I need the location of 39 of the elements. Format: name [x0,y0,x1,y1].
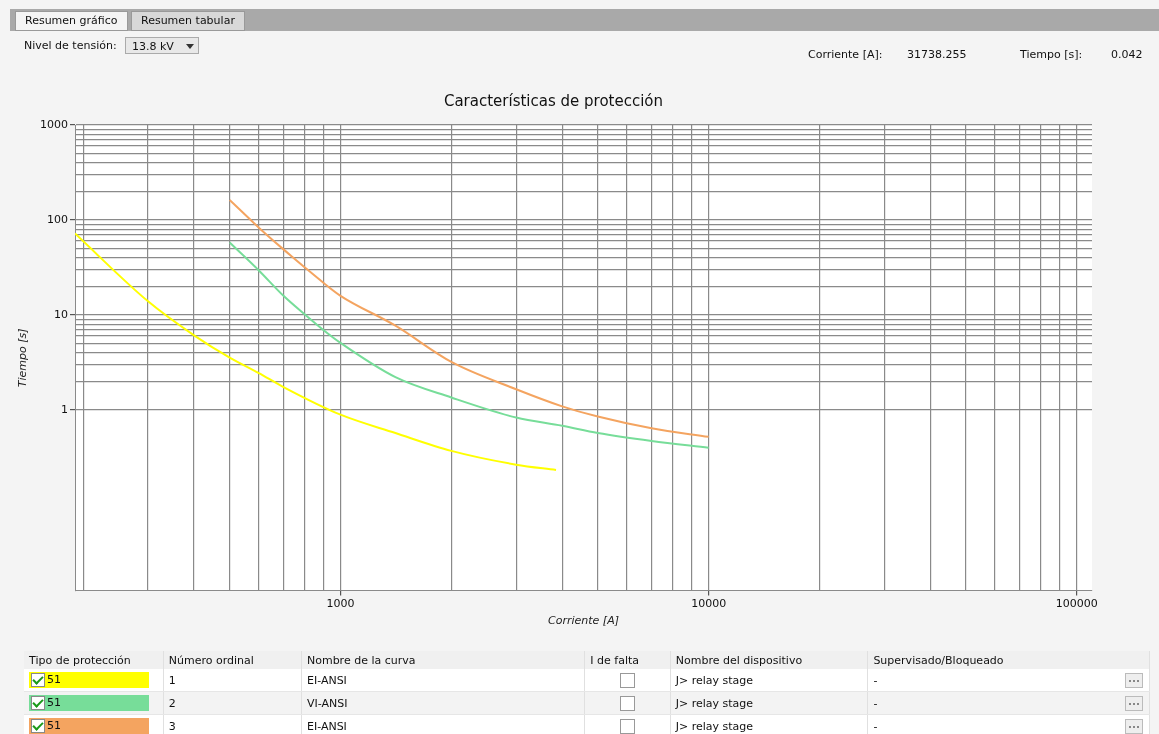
y-axis-title: Tiempo [s] [16,328,30,388]
text: VI-ANSI [301,691,585,715]
text: 31738.255 [907,48,967,61]
text: Resumen gráfico [15,11,128,31]
text: - [867,714,1150,734]
y-tick-label: 1 [61,402,68,416]
text: 51 [29,695,149,711]
y-tick-label: 1000 [40,117,68,131]
text: J> relay stage [670,691,868,715]
text: Resumen tabular [131,11,245,31]
text: EI-ANSI [301,669,585,692]
text: Tipo de protección [24,651,164,669]
text: EI-ANSI [301,714,585,734]
text: Corriente [A]: [808,48,883,61]
x-axis-title: Corriente [A] [548,614,619,628]
text: Nombre de la curva [301,651,585,669]
y-tick-label: 100 [47,212,68,226]
text: I de falta [584,651,671,669]
text: 2 [163,691,302,715]
chart-title: Características de protección [443,91,664,110]
text: Supervisado/Bloqueado [867,651,1150,669]
text: - [867,691,1150,715]
text: 3 [163,714,302,734]
text: Número ordinal [163,651,302,669]
text: 0.042 [1111,48,1143,61]
text: 1 [163,669,302,692]
text: - [867,669,1150,692]
text: Nombre del dispositivo [670,651,868,669]
text: 51 [29,672,149,688]
x-tick-label: 1000 [326,597,355,611]
text: 13.8 kV [125,37,199,54]
x-tick-label: 10000 [691,597,727,611]
text: J> relay stage [670,714,868,734]
text: Nivel de tensión: [24,39,117,52]
text: J> relay stage [670,669,868,692]
x-tick-label: 100000 [1055,597,1098,611]
y-tick-label: 10 [54,307,68,321]
text: Tiempo [s]: [1020,48,1083,61]
text: 51 [29,718,149,734]
